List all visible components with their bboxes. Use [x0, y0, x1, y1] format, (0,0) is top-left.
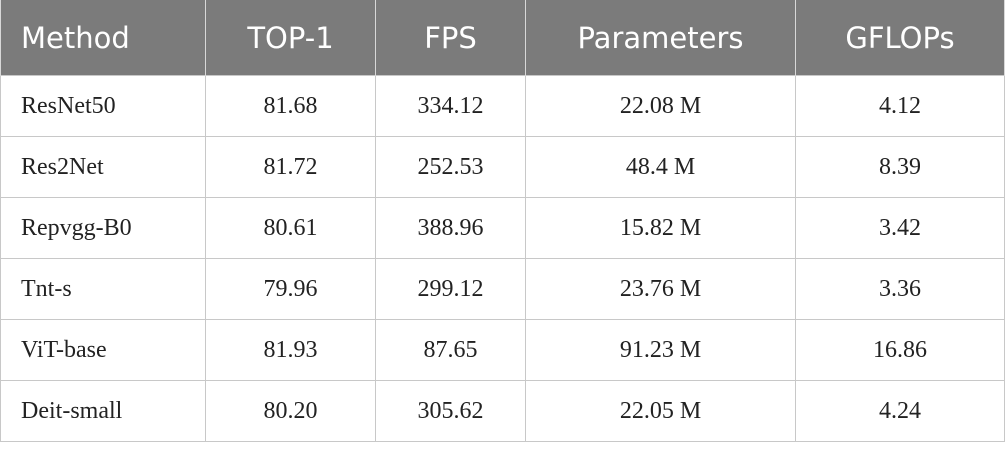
value-cell: 22.05 M	[525, 380, 796, 442]
value-cell: 305.62	[375, 380, 526, 442]
table-row: ViT-base 81.93 87.65 91.23 M 16.86	[0, 319, 1005, 381]
value-cell: 252.53	[375, 136, 526, 198]
table-row: Res2Net 81.72 252.53 48.4 M 8.39	[0, 136, 1005, 198]
table-row: ResNet50 81.68 334.12 22.08 M 4.12	[0, 75, 1005, 137]
method-cell: Tnt-s	[0, 258, 206, 320]
value-cell: 16.86	[795, 319, 1005, 381]
value-cell: 4.24	[795, 380, 1005, 442]
header-cell: GFLOPs	[795, 0, 1005, 76]
value-cell: 87.65	[375, 319, 526, 381]
value-cell: 81.93	[205, 319, 376, 381]
header-cell: Method	[0, 0, 206, 76]
value-cell: 80.20	[205, 380, 376, 442]
value-cell: 81.68	[205, 75, 376, 137]
method-cell: Repvgg-B0	[0, 197, 206, 259]
table-body: ResNet50 81.68 334.12 22.08 M 4.12 Res2Net 81.…	[0, 75, 1005, 442]
value-cell: 48.4 M	[525, 136, 796, 198]
value-cell: 81.72	[205, 136, 376, 198]
method-cell: ViT-base	[0, 319, 206, 381]
value-cell: 4.12	[795, 75, 1005, 137]
value-cell: 3.42	[795, 197, 1005, 259]
value-cell: 80.61	[205, 197, 376, 259]
value-cell: 299.12	[375, 258, 526, 320]
value-cell: 23.76 M	[525, 258, 796, 320]
table-row: Deit-small 80.20 305.62 22.05 M 4.24	[0, 380, 1005, 442]
method-cell: Res2Net	[0, 136, 206, 198]
method-cell: Deit-small	[0, 380, 206, 442]
value-cell: 91.23 M	[525, 319, 796, 381]
data-table: Method TOP-1 FPS Parameters GFLOPs ResNet50 8…	[0, 0, 1005, 442]
header-cell: TOP-1	[205, 0, 376, 76]
value-cell: 8.39	[795, 136, 1005, 198]
header-cell: Parameters	[525, 0, 796, 76]
header-row: Method TOP-1 FPS Parameters GFLOPs	[0, 0, 1005, 76]
value-cell: 79.96	[205, 258, 376, 320]
value-cell: 15.82 M	[525, 197, 796, 259]
header-cell: FPS	[375, 0, 526, 76]
value-cell: 3.36	[795, 258, 1005, 320]
value-cell: 22.08 M	[525, 75, 796, 137]
table-row: Repvgg-B0 80.61 388.96 15.82 M 3.42	[0, 197, 1005, 259]
method-cell: ResNet50	[0, 75, 206, 137]
table-row: Tnt-s 79.96 299.12 23.76 M 3.36	[0, 258, 1005, 320]
value-cell: 388.96	[375, 197, 526, 259]
value-cell: 334.12	[375, 75, 526, 137]
